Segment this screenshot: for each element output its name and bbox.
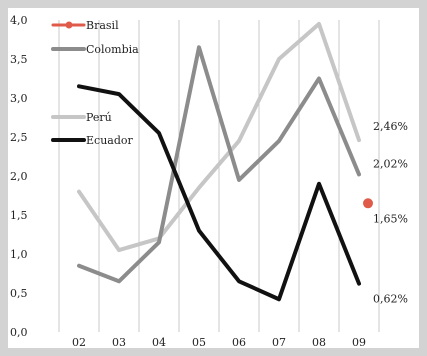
x-tick-label: 04	[152, 336, 166, 348]
x-axis-ticks: 02 03 04 05 06 07 08 09	[72, 336, 366, 348]
y-tick-label: 4,0	[10, 14, 28, 27]
data-label-colombia: 2,02%	[373, 157, 408, 170]
data-label-ecuador: 0,62%	[373, 293, 408, 306]
y-tick-label: 3,0	[10, 92, 28, 105]
series-peru-line	[77, 21, 361, 253]
y-tick-label: 1,0	[10, 248, 28, 261]
line-chart: 0,0 0,5 1,0 1,5 2,0 2,5 3,0 3,5 4,0 02 03 04 05 06 07…	[10, 14, 408, 348]
x-tick-label: 09	[352, 336, 366, 348]
data-label-brasil: 1,65%	[373, 212, 408, 225]
y-tick-label: 2,0	[10, 170, 28, 183]
y-tick-label: 1,5	[10, 209, 28, 222]
series-lines	[77, 21, 373, 302]
y-tick-label: 2,5	[10, 131, 28, 144]
y-axis-ticks: 0,0 0,5 1,0 1,5 2,0 2,5 3,0 3,5 4,0	[10, 14, 28, 339]
legend-label-ecuador: Ecuador	[86, 134, 133, 147]
x-tick-label: 07	[272, 336, 286, 348]
legend-label-brasil: Brasil	[86, 19, 119, 32]
y-tick-label: 0,5	[10, 287, 28, 300]
series-colombia-line	[77, 45, 361, 284]
x-tick-label: 02	[72, 336, 86, 348]
series-ecuador-line	[77, 84, 361, 302]
chart-panel: 0,0 0,5 1,0 1,5 2,0 2,5 3,0 3,5 4,0 02 03 04 05 06 07…	[8, 8, 419, 348]
legend-label-peru: Perú	[86, 111, 112, 124]
series-brasil-point	[363, 198, 373, 209]
legend-dot-brasil	[65, 21, 73, 29]
y-tick-label: 3,5	[10, 53, 28, 66]
x-tick-label: 03	[112, 336, 126, 348]
x-tick-label: 05	[192, 336, 206, 348]
data-labels: 2,46% 2,02% 1,65% 0,62%	[373, 120, 408, 306]
x-tick-label: 08	[312, 336, 326, 348]
y-tick-label: 0,0	[10, 326, 28, 339]
data-label-peru: 2,46%	[373, 120, 408, 133]
legend: Brasil Colombia Perú Ecuador	[51, 19, 139, 147]
grid-lines	[58, 20, 380, 332]
legend-label-colombia: Colombia	[86, 43, 139, 56]
x-tick-label: 06	[232, 336, 246, 348]
